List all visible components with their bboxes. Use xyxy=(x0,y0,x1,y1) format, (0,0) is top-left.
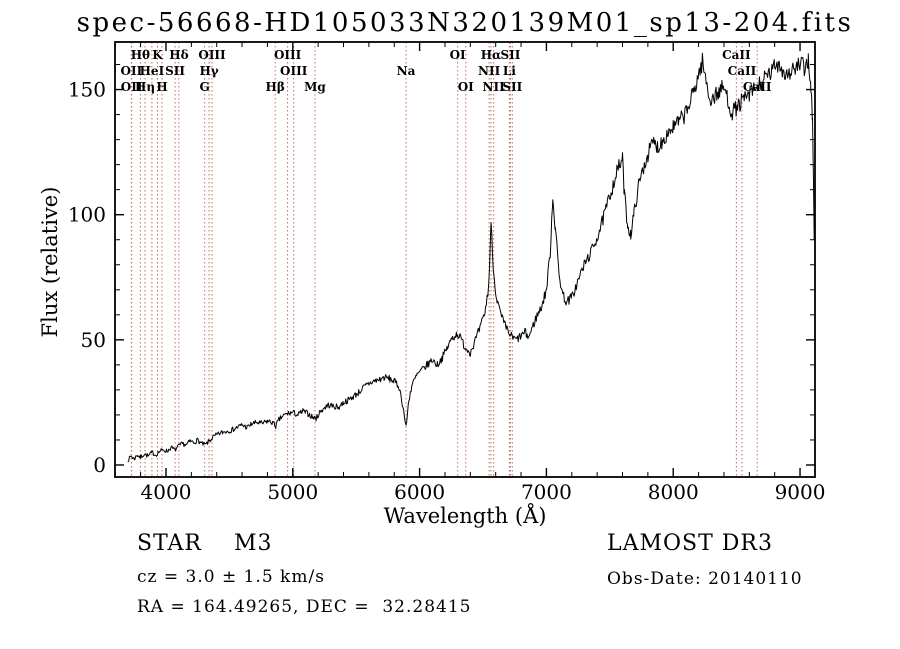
spectral-line-label: Hδ xyxy=(169,48,188,62)
spectral-line-label: Hβ xyxy=(266,80,285,94)
spectral-line-label: H xyxy=(156,80,167,94)
spectral-line-label: Mg xyxy=(304,80,326,94)
plot-content: OII OII Hθ Hη HeI K H SII Hδ G Hγ OIII Hβ OIII OIII Mg N… xyxy=(68,41,826,504)
spectral-line-label: OIII xyxy=(280,64,308,78)
spectrum-trace xyxy=(127,52,815,463)
spectral-line-label: Hα xyxy=(481,48,502,62)
spectral-line-label: OIII xyxy=(198,48,226,62)
x-tick-label: 9000 xyxy=(775,480,826,504)
spectral-line-label: OII xyxy=(121,80,143,94)
spectral-line-label: OIII xyxy=(274,48,302,62)
y-tick-label: 50 xyxy=(81,328,106,352)
spectral-line-label: OI xyxy=(458,80,474,94)
y-tick-label: 0 xyxy=(93,453,106,477)
x-tick-label: 6000 xyxy=(394,480,445,504)
spectral-line-label: Hθ xyxy=(131,48,150,62)
y-tick-label: 100 xyxy=(68,203,106,227)
spectral-line-label: SII xyxy=(500,48,520,62)
spectral-line-label: Hγ xyxy=(199,64,218,78)
spectral-line-label: SII xyxy=(165,64,185,78)
x-tick-label: 5000 xyxy=(267,480,318,504)
spectrum-chart: spec-56668-HD105033N320139M01_sp13-204.f… xyxy=(38,8,854,528)
x-tick-label: 8000 xyxy=(648,480,699,504)
spectral-line-label: Na xyxy=(397,64,416,78)
spectral-line-label: HeI xyxy=(140,64,165,78)
spectral-line-label: SII xyxy=(502,80,522,94)
spectral-line-label: NII xyxy=(483,80,506,94)
spectral-line-label: Li xyxy=(503,64,516,78)
spectral-line-label: G xyxy=(200,80,210,94)
x-axis-label: Wavelength (Å) xyxy=(384,503,547,528)
ra-dec-value: RA = 164.49265, DEC = 32.28415 xyxy=(137,597,472,617)
spectral-line-label: CaII xyxy=(743,80,772,94)
plot-title: spec-56668-HD105033N320139M01_sp13-204.f… xyxy=(77,8,854,38)
spectral-line-label: CaII xyxy=(728,64,757,78)
cz-value: cz = 3.0 ± 1.5 km/s xyxy=(137,567,325,587)
spectral-line-label: CaII xyxy=(722,48,751,62)
spectral-line-label: K xyxy=(152,48,163,62)
x-tick-label: 4000 xyxy=(141,480,192,504)
y-axis-label: Flux (relative) xyxy=(38,187,62,338)
spectral-line-label: OI xyxy=(450,48,466,62)
survey-release-label: LAMOST DR3 xyxy=(607,531,773,556)
plot-frame xyxy=(114,41,816,478)
object-class-label: STAR M3 xyxy=(137,531,273,556)
obs-date-value: Obs-Date: 20140110 xyxy=(607,569,803,589)
y-tick-label: 150 xyxy=(68,78,106,102)
x-tick-label: 7000 xyxy=(521,480,572,504)
spectral-line-label: OII xyxy=(121,64,143,78)
spectral-line-label: Hη xyxy=(135,80,155,94)
spectral-line-label: NII xyxy=(478,64,501,78)
